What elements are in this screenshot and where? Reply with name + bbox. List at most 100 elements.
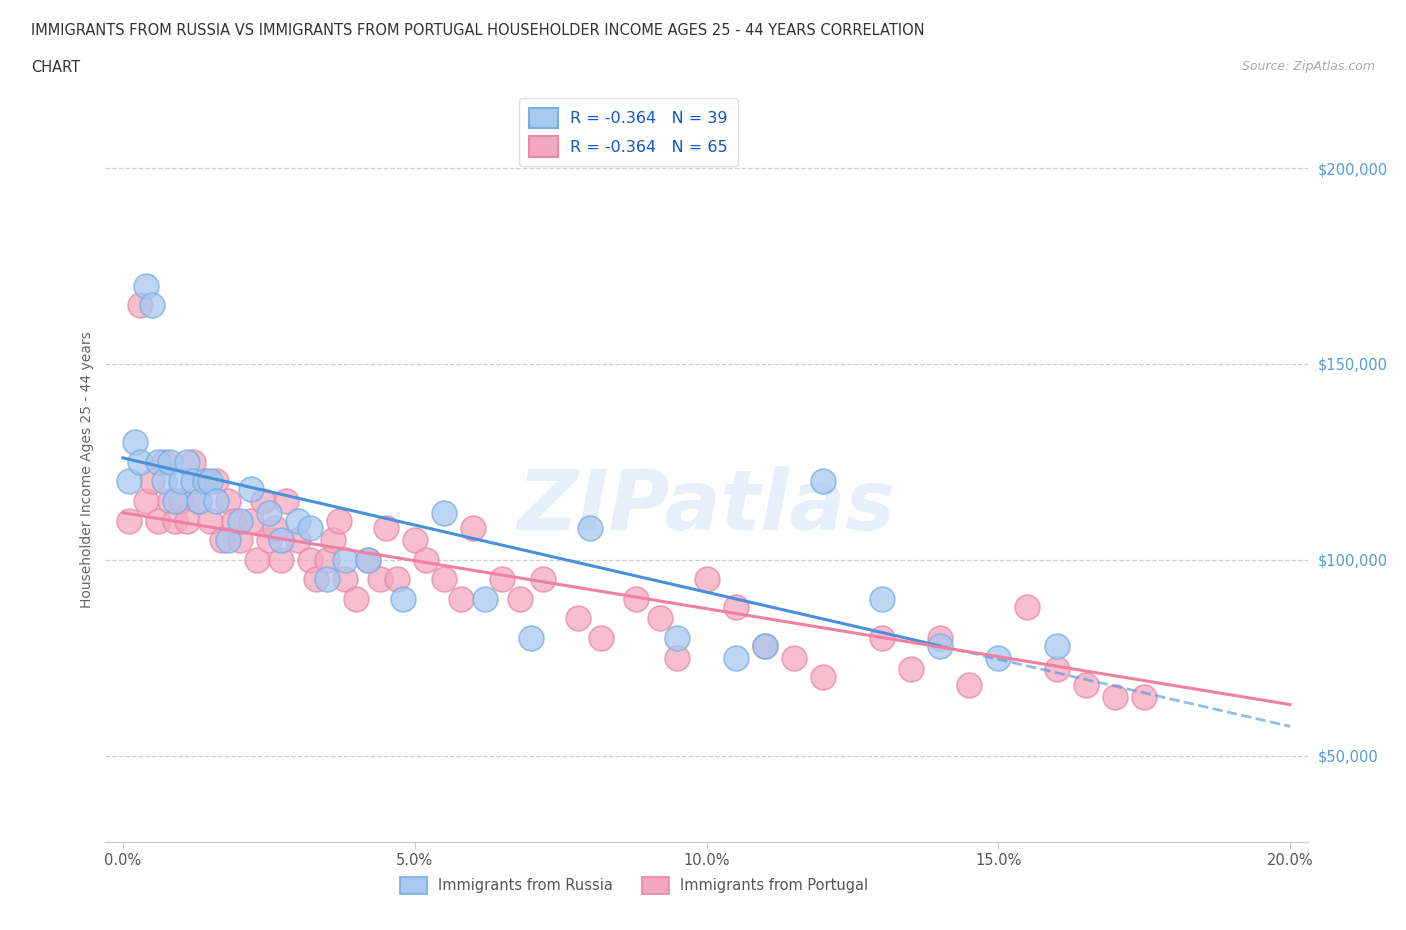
- Point: [194, 474, 217, 489]
- Point: [724, 650, 747, 665]
- Point: [666, 650, 689, 665]
- Text: ZIPatlas: ZIPatlas: [517, 466, 896, 548]
- Point: [270, 552, 292, 567]
- Point: [1046, 638, 1069, 653]
- Point: [316, 552, 339, 567]
- Point: [124, 435, 146, 450]
- Point: [217, 494, 239, 509]
- Point: [783, 650, 806, 665]
- Point: [509, 591, 531, 606]
- Point: [322, 533, 344, 548]
- Point: [461, 521, 484, 536]
- Point: [240, 513, 263, 528]
- Point: [491, 572, 513, 587]
- Point: [176, 513, 198, 528]
- Point: [900, 662, 922, 677]
- Point: [270, 533, 292, 548]
- Point: [141, 298, 163, 312]
- Point: [1074, 678, 1097, 693]
- Point: [666, 631, 689, 645]
- Point: [357, 552, 380, 567]
- Point: [228, 533, 250, 548]
- Point: [187, 494, 209, 509]
- Point: [316, 572, 339, 587]
- Point: [344, 591, 367, 606]
- Point: [450, 591, 472, 606]
- Point: [648, 611, 671, 626]
- Point: [159, 494, 181, 509]
- Point: [870, 631, 893, 645]
- Point: [987, 650, 1010, 665]
- Point: [374, 521, 396, 536]
- Point: [240, 482, 263, 497]
- Point: [626, 591, 648, 606]
- Point: [1133, 689, 1156, 704]
- Point: [929, 638, 952, 653]
- Point: [754, 638, 776, 653]
- Point: [1046, 662, 1069, 677]
- Point: [187, 494, 209, 509]
- Point: [813, 474, 835, 489]
- Point: [929, 631, 952, 645]
- Point: [520, 631, 543, 645]
- Point: [118, 513, 141, 528]
- Point: [695, 572, 717, 587]
- Point: [357, 552, 380, 567]
- Point: [387, 572, 409, 587]
- Point: [415, 552, 437, 567]
- Text: CHART: CHART: [31, 60, 80, 75]
- Point: [298, 521, 321, 536]
- Point: [118, 474, 141, 489]
- Point: [146, 455, 169, 470]
- Point: [433, 505, 456, 520]
- Point: [246, 552, 269, 567]
- Point: [813, 670, 835, 684]
- Point: [181, 455, 204, 470]
- Point: [141, 474, 163, 489]
- Point: [957, 678, 980, 693]
- Point: [211, 533, 233, 548]
- Point: [591, 631, 613, 645]
- Point: [1017, 599, 1039, 614]
- Point: [200, 513, 222, 528]
- Point: [170, 494, 193, 509]
- Point: [165, 494, 187, 509]
- Point: [304, 572, 326, 587]
- Point: [135, 494, 157, 509]
- Point: [217, 533, 239, 548]
- Point: [228, 513, 250, 528]
- Point: [870, 591, 893, 606]
- Point: [287, 533, 309, 548]
- Point: [404, 533, 426, 548]
- Y-axis label: Householder Income Ages 25 - 44 years: Householder Income Ages 25 - 44 years: [80, 331, 94, 608]
- Point: [176, 455, 198, 470]
- Point: [531, 572, 554, 587]
- Point: [146, 513, 169, 528]
- Point: [578, 521, 600, 536]
- Point: [724, 599, 747, 614]
- Point: [200, 474, 222, 489]
- Point: [754, 638, 776, 653]
- Point: [328, 513, 350, 528]
- Point: [257, 505, 280, 520]
- Point: [333, 572, 356, 587]
- Legend: Immigrants from Russia, Immigrants from Portugal: Immigrants from Russia, Immigrants from …: [395, 871, 875, 900]
- Point: [433, 572, 456, 587]
- Point: [1104, 689, 1126, 704]
- Point: [194, 474, 217, 489]
- Point: [392, 591, 415, 606]
- Point: [159, 455, 181, 470]
- Point: [252, 494, 274, 509]
- Point: [567, 611, 589, 626]
- Point: [153, 474, 176, 489]
- Text: IMMIGRANTS FROM RUSSIA VS IMMIGRANTS FROM PORTUGAL HOUSEHOLDER INCOME AGES 25 - : IMMIGRANTS FROM RUSSIA VS IMMIGRANTS FRO…: [31, 23, 925, 38]
- Point: [129, 298, 152, 312]
- Point: [165, 513, 187, 528]
- Point: [129, 455, 152, 470]
- Point: [474, 591, 496, 606]
- Point: [153, 455, 176, 470]
- Point: [205, 494, 228, 509]
- Point: [287, 513, 309, 528]
- Point: [276, 494, 298, 509]
- Point: [257, 533, 280, 548]
